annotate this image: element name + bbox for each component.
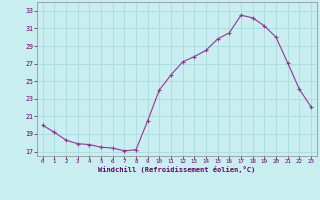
X-axis label: Windchill (Refroidissement éolien,°C): Windchill (Refroidissement éolien,°C) (98, 166, 255, 173)
